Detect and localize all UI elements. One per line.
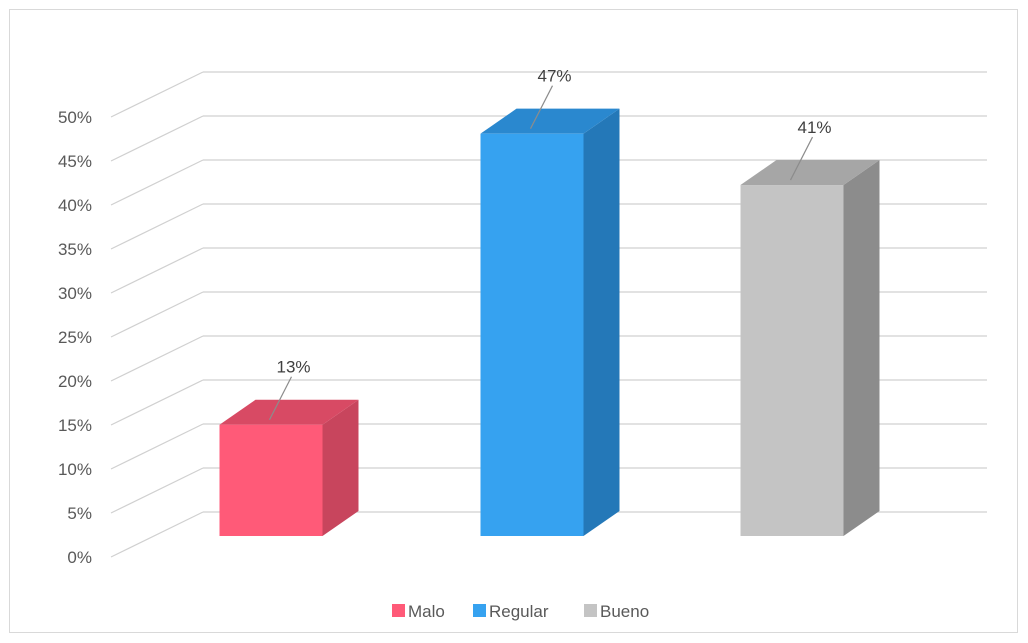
bar-top (740, 160, 880, 186)
legend-label: Bueno (600, 602, 649, 621)
data-label: 13% (276, 358, 310, 377)
gridline-diagonal (110, 511, 204, 558)
leader-line (789, 136, 814, 181)
data-label-regular: 47% (529, 67, 572, 129)
legend-item-regular: Regular (473, 602, 549, 621)
bar-bueno (740, 160, 880, 537)
y-tick-label: 35% (58, 240, 92, 259)
data-label-bueno: 41% (789, 118, 832, 181)
bar-side (843, 160, 880, 537)
legend-label: Malo (408, 602, 445, 621)
legend-item-bueno: Bueno (584, 602, 649, 621)
gridline-diagonal (110, 203, 204, 250)
y-tick-label: 50% (58, 108, 92, 127)
gridline-diagonal (110, 159, 204, 206)
gridline-diagonal (110, 291, 204, 338)
data-labels: 13% 47% 41% (268, 67, 832, 420)
y-tick-label: 5% (67, 504, 92, 523)
legend-swatch (473, 604, 486, 617)
bar-side (583, 108, 620, 537)
gridline-diagonal (110, 247, 204, 294)
gridline-diagonal (110, 467, 204, 514)
bar-top (219, 399, 359, 425)
legend-swatch (392, 604, 405, 617)
y-tick-label: 10% (58, 460, 92, 479)
bar-malo (219, 399, 359, 536)
leader-line (529, 85, 554, 129)
bars (219, 108, 880, 537)
bar-side (322, 399, 359, 536)
gridline-diagonal (110, 379, 204, 426)
y-axis-ticks: 0% 5% 10% 15% 20% 25% 30% 35% 40% 45% 50% (58, 108, 92, 567)
leader-line (268, 376, 293, 420)
legend: Malo Regular Bueno (392, 602, 649, 621)
y-tick-label: 30% (58, 284, 92, 303)
y-tick-label: 45% (58, 152, 92, 171)
bar-front (219, 424, 323, 536)
y-tick-label: 0% (67, 548, 92, 567)
legend-swatch (584, 604, 597, 617)
y-tick-label: 15% (58, 416, 92, 435)
y-tick-label: 20% (58, 372, 92, 391)
y-tick-label: 25% (58, 328, 92, 347)
bar-top (480, 108, 620, 134)
gridline-diagonal (110, 115, 204, 162)
legend-item-malo: Malo (392, 602, 445, 621)
data-label: 41% (797, 118, 831, 137)
bar-front (740, 185, 844, 537)
data-label: 47% (537, 67, 571, 86)
gridline-diagonal (110, 423, 204, 470)
legend-label: Regular (489, 602, 549, 621)
gridline-diagonal (110, 335, 204, 382)
bar-front (480, 133, 584, 536)
data-label-malo: 13% (268, 358, 311, 420)
y-tick-label: 40% (58, 196, 92, 215)
bar-regular (480, 108, 620, 537)
gridline-diagonal (110, 71, 204, 118)
